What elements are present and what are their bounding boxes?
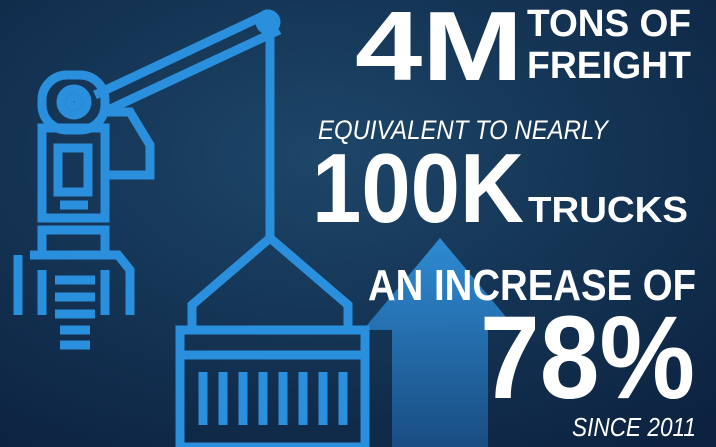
increase-note: SINCE 2011 [572, 412, 696, 442]
infographic: 4M TONS OF FREIGHT EQUIVALENT TO NEARLY … [0, 0, 716, 447]
headline-unit-top: TONS OF [527, 3, 691, 45]
page: {"headline": {"value": "4M", "unit_top":… [0, 0, 716, 447]
headline-value: 4M [355, 0, 523, 101]
headline-unit-bottom: FREIGHT [527, 45, 691, 87]
equivalent-unit: TRUCKS [528, 189, 688, 230]
equivalent-value: 100K [312, 133, 524, 243]
increase-value: 78% [480, 292, 695, 424]
